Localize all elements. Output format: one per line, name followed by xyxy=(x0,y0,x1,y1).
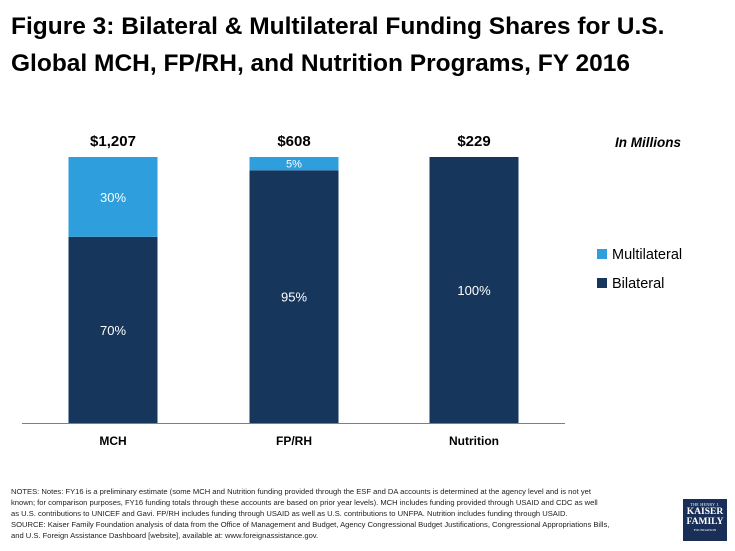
total-label: $229 xyxy=(457,133,490,150)
kff-logo: THE HENRY J. KAISER FAMILY FOUNDATION xyxy=(683,499,727,541)
bar-bilateral-mch xyxy=(68,236,158,423)
x-tick-label: Nutrition xyxy=(449,434,499,448)
logo-text: KAISER xyxy=(686,507,724,517)
notes-block: NOTES: Notes: FY16 is a preliminary esti… xyxy=(11,486,671,541)
chart-title-line1: Figure 3: Bilateral & Multilateral Fundi… xyxy=(11,13,665,40)
bar-multilateral-mch xyxy=(68,157,158,237)
legend-label-multilateral: Multilateral xyxy=(612,247,682,263)
notes-line: known; for comparison purposes, FY16 fun… xyxy=(11,498,598,507)
x-tick-label: MCH xyxy=(99,434,126,448)
notes-line: as U.S. contributions to UNICEF and Gavi… xyxy=(11,509,568,518)
source-line: and U.S. Foreign Assistance Dashboard [w… xyxy=(11,531,319,540)
logo-text: FAMILY xyxy=(686,517,724,527)
data-label-multilateral: 30% xyxy=(100,190,126,205)
x-tick-label: FP/RH xyxy=(276,434,312,448)
legend-swatch-bilateral xyxy=(597,278,607,288)
chart-title-line2: Global MCH, FP/RH, and Nutrition Program… xyxy=(11,50,630,77)
legend-label-bilateral: Bilateral xyxy=(612,276,664,292)
data-label-bilateral: 95% xyxy=(281,290,307,305)
data-label-bilateral: 70% xyxy=(100,323,126,338)
total-label: $608 xyxy=(277,133,310,150)
bar-chart: 30% 70% $1,207 MCH 5% 95% $608 FP/RH 100% $229 Nut… xyxy=(22,133,682,448)
data-label-multilateral: 5% xyxy=(286,159,302,171)
data-label-bilateral: 100% xyxy=(457,283,491,298)
logo-text: FOUNDATION xyxy=(693,528,717,532)
notes-line: NOTES: Notes: FY16 is a preliminary esti… xyxy=(11,487,591,496)
logo-text: THE HENRY J. xyxy=(690,502,720,507)
bar-bilateral-fprh xyxy=(249,170,339,423)
bar-bilateral-nutrition xyxy=(429,157,519,423)
bar-multilateral-fprh xyxy=(249,157,339,171)
legend-swatch-multilateral xyxy=(597,249,607,259)
chart-title: Figure 3: Bilateral & Multilateral Fundi… xyxy=(11,8,726,82)
source-line: SOURCE: Kaiser Family Foundation analysi… xyxy=(11,520,610,529)
total-label: $1,207 xyxy=(90,133,136,150)
unit-label: In Millions xyxy=(615,135,681,150)
